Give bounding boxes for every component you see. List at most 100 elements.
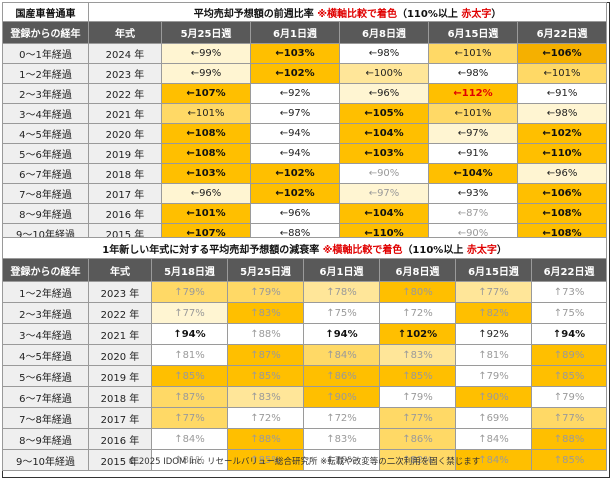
value-cell: ←100% <box>339 63 429 84</box>
value-cell: ←90% <box>339 163 429 184</box>
column-header: 登録からの経年 <box>2 21 89 44</box>
row-label: 3～4年経過 <box>2 103 89 124</box>
table1-title-note: ※横軸比較で着色 <box>317 8 397 20</box>
column-header: 6月15日週 <box>428 21 518 44</box>
value-cell: ←102% <box>250 63 340 84</box>
row-label: 1～2年経過 <box>2 63 89 84</box>
table2-title-main: 1年新しい年式に対する平均売却予想額の減衰率 <box>102 244 320 256</box>
model-year: 2017 年 <box>88 407 152 429</box>
row-label: 2～3年経過 <box>2 83 89 104</box>
table-row: 3～4年経過 2021 年 ←101% ←97% ←105% ←101% ←98% <box>2 103 608 124</box>
value-cell: ←103% <box>339 143 429 164</box>
table-row: 3～4年経過 2021 年 ↑94% ↑88% ↑94% ↑102% ↑92% ↑94% <box>2 323 608 345</box>
model-year: 2022 年 <box>88 83 162 104</box>
value-cell: ↑85% <box>530 449 608 471</box>
model-year: 2019 年 <box>88 143 162 164</box>
row-label: 6～7年経過 <box>2 163 89 184</box>
value-cell: ↑82% <box>455 302 532 324</box>
table2-title: 1年新しい年式に対する平均売却予想額の減衰率 ※横軸比較で着色（110%以上 赤… <box>1 237 608 259</box>
value-cell: ←97% <box>339 183 429 204</box>
value-cell: ↑94% <box>151 323 228 345</box>
table-row: 8～9年経過 2016 年 ←101% ←96% ←104% ←87% ←108% <box>2 203 608 224</box>
value-cell: ←96% <box>250 203 340 224</box>
value-cell: ↑72% <box>227 407 304 429</box>
value-cell: ↑81% <box>151 449 228 471</box>
value-cell: ↑80% <box>379 281 456 303</box>
value-cell: ←102% <box>250 183 340 204</box>
decay-rate-table: 1年新しい年式に対する平均売却予想額の減衰率 ※横軸比較で着色（110%以上 赤… <box>1 237 608 471</box>
value-cell: ↑79% <box>379 386 456 408</box>
table-row: 6～7年経過 2018 年 ↑87% ↑83% ↑90% ↑79% ↑90% ↑79% <box>2 386 608 408</box>
table2-title-note: ※横軸比較で着色 <box>322 244 403 256</box>
value-cell: ↑79% <box>455 365 532 387</box>
column-header: 年式 <box>88 258 152 282</box>
row-label: 7～8年経過 <box>2 407 89 429</box>
model-year: 2016 年 <box>88 428 152 450</box>
value-cell: ↑84% <box>303 344 380 366</box>
value-cell: ↑84% <box>455 449 532 471</box>
value-cell: ←98% <box>339 43 429 64</box>
column-header: 6月1日週 <box>303 258 380 282</box>
table-row: 5～6年経過 2019 年 ↑85% ↑85% ↑86% ↑85% ↑79% ↑85% <box>2 365 608 387</box>
value-cell: ←104% <box>339 203 429 224</box>
column-header: 年式 <box>88 21 162 44</box>
value-cell: ←103% <box>250 43 340 64</box>
value-cell: ↑77% <box>530 407 608 429</box>
value-cell: ↑75% <box>530 302 608 324</box>
table-row: 1～2年経過 2023 年 ←99% ←102% ←100% ←98% ←101% <box>2 63 608 84</box>
model-year: 2018 年 <box>88 386 152 408</box>
model-year: 2022 年 <box>88 302 152 324</box>
value-cell: ←101% <box>161 103 251 124</box>
value-cell: ←96% <box>161 183 251 204</box>
value-cell: ↑88% <box>227 323 304 345</box>
value-cell: ↑85% <box>227 449 304 471</box>
value-cell: ←94% <box>250 123 340 144</box>
table1-title-red-bold: 赤太字 <box>461 8 492 20</box>
table1-category-title: 国産車普通車 <box>2 2 89 22</box>
column-header: 5月25日週 <box>227 258 304 282</box>
value-cell: ↑85% <box>227 365 304 387</box>
value-cell: ↑85% <box>151 365 228 387</box>
value-cell: ↑77% <box>379 407 456 429</box>
value-cell: ↑75% <box>303 302 380 324</box>
value-cell: ↑79% <box>530 386 608 408</box>
value-cell: ↑81% <box>455 344 532 366</box>
model-year: 2017 年 <box>88 183 162 204</box>
value-cell: ←94% <box>250 143 340 164</box>
value-cell: ←87% <box>428 203 518 224</box>
value-cell: ↑89% <box>530 344 608 366</box>
model-year: 2023 年 <box>88 281 152 303</box>
value-cell: ↑83% <box>227 302 304 324</box>
value-cell: ↑69% <box>455 407 532 429</box>
row-label: 8～9年経過 <box>2 203 89 224</box>
value-cell: ↑79% <box>151 281 228 303</box>
model-year: 2021 年 <box>88 103 162 124</box>
value-cell: ←104% <box>339 123 429 144</box>
row-label: 4～5年経過 <box>2 344 89 366</box>
value-cell: ↑102% <box>379 323 456 345</box>
value-cell: ←91% <box>516 83 608 104</box>
value-cell: ←92% <box>250 83 340 104</box>
value-cell: ←96% <box>339 83 429 104</box>
column-header: 6月8日週 <box>339 21 429 44</box>
value-cell: ←98% <box>516 103 608 124</box>
value-cell: ↑86% <box>379 428 456 450</box>
value-cell: ←91% <box>428 143 518 164</box>
value-cell: ←99% <box>161 43 251 64</box>
value-cell: ↑73% <box>530 281 608 303</box>
value-cell: ←93% <box>428 183 518 204</box>
model-year: 2019 年 <box>88 365 152 387</box>
value-cell: ←99% <box>161 63 251 84</box>
table1-title-paren-a: （110%以上 <box>396 8 458 20</box>
value-cell: ↑94% <box>303 323 380 345</box>
value-cell: ↑92% <box>455 323 532 345</box>
value-cell: ←108% <box>161 143 251 164</box>
model-year: 2024 年 <box>88 43 162 64</box>
column-header: 6月15日週 <box>455 258 532 282</box>
model-year: 2016 年 <box>88 203 162 224</box>
model-year: 2020 年 <box>88 123 162 144</box>
model-year: 2015 年 <box>88 449 152 471</box>
value-cell: ↑72% <box>303 407 380 429</box>
value-cell: ↑90% <box>455 386 532 408</box>
value-cell: ↑94% <box>530 323 608 345</box>
